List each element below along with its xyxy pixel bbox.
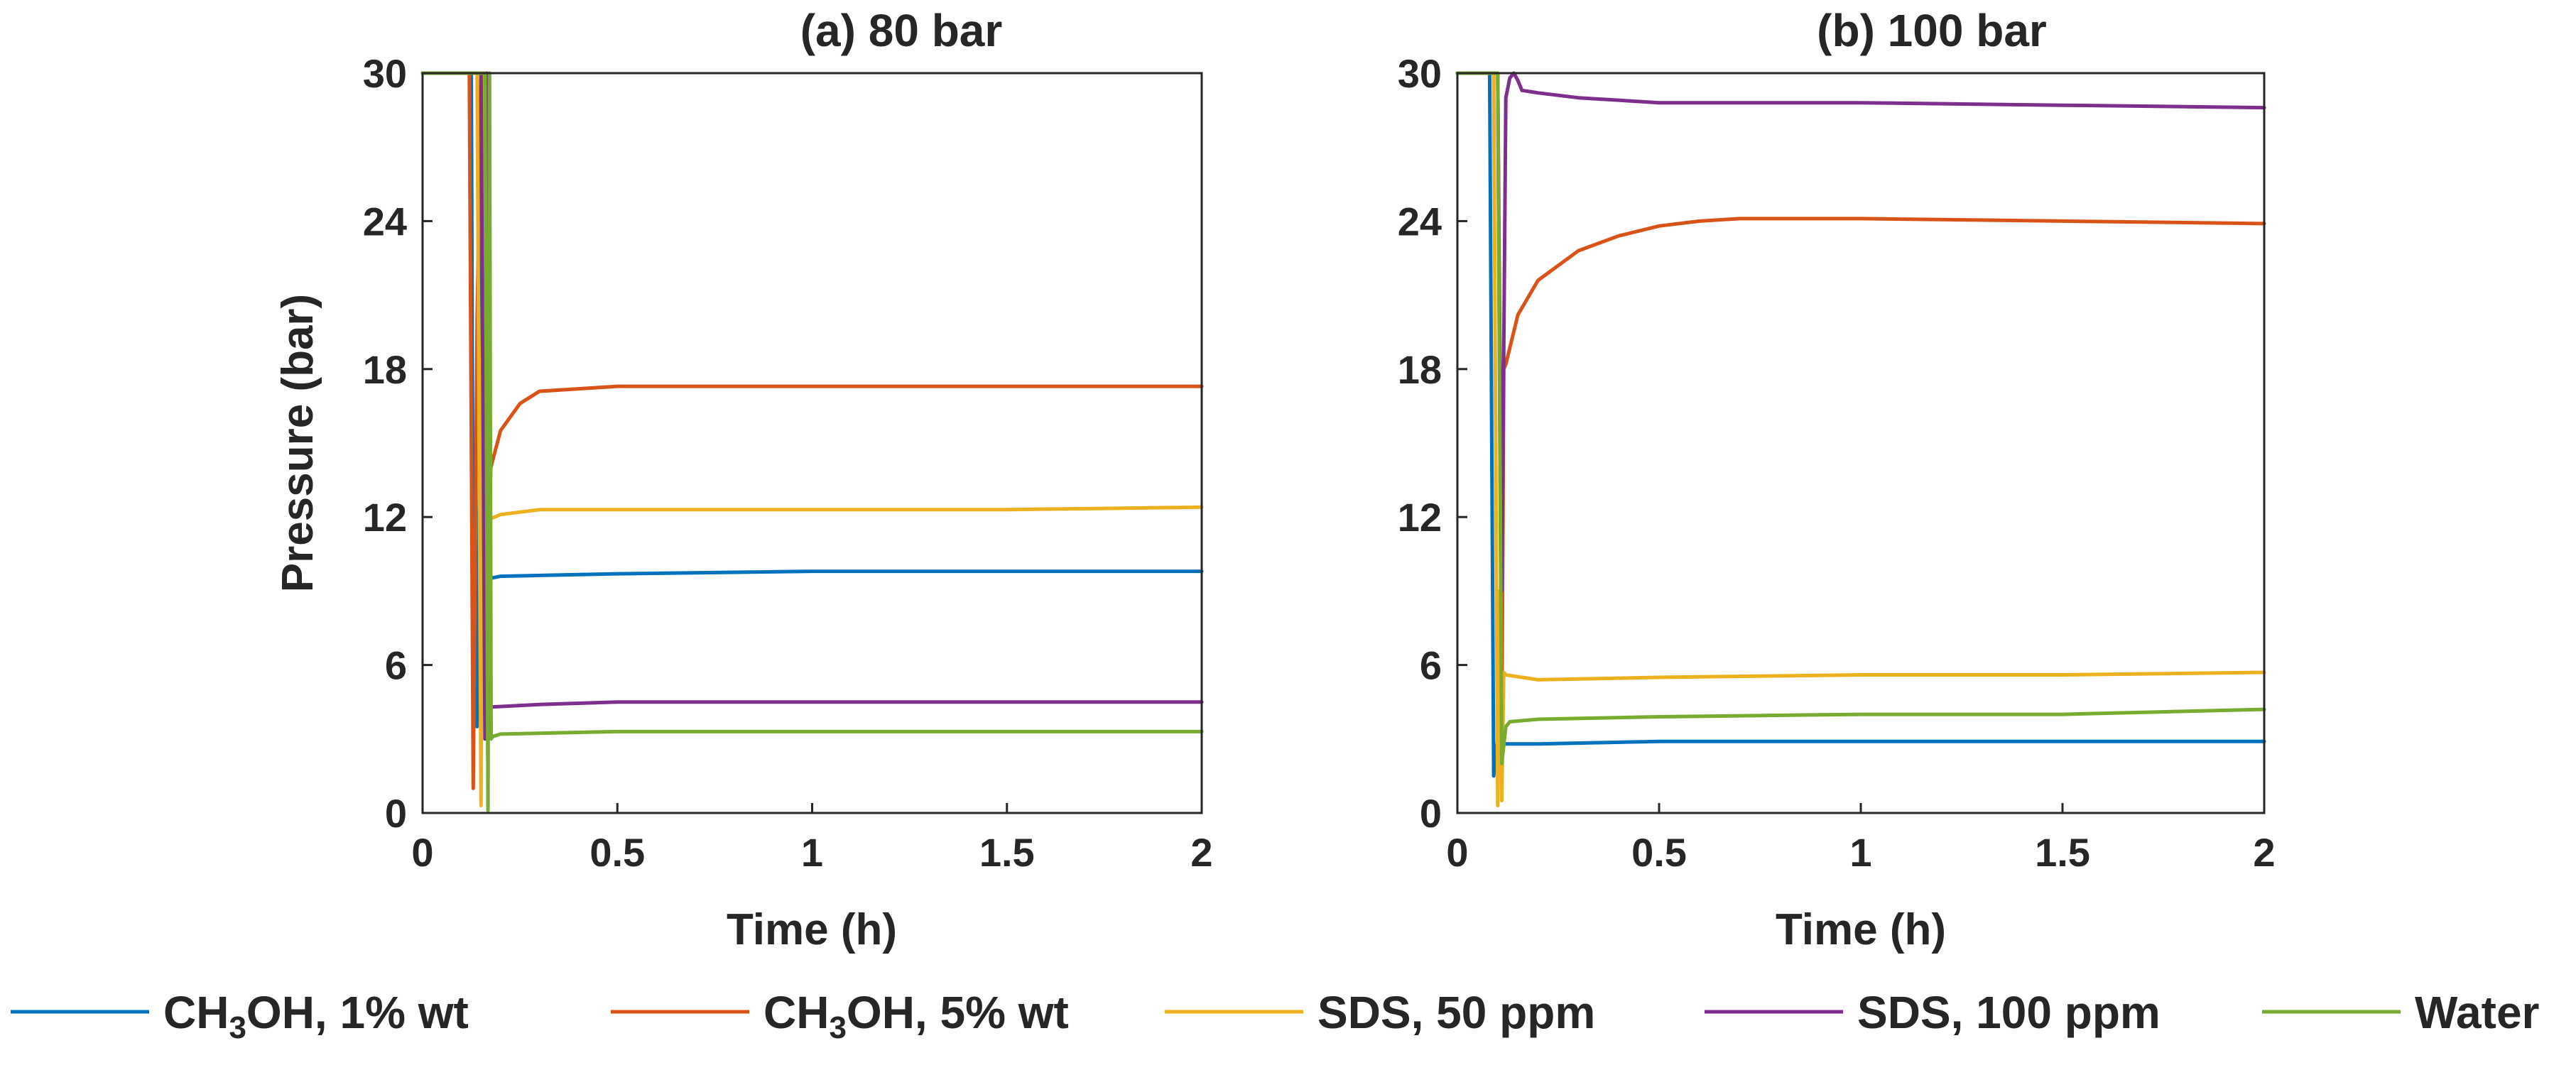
legend-item-sds-50ppm: SDS, 50 ppm (1165, 987, 1595, 1038)
series-line-water (420, 71, 1204, 812)
panel-b-x-axis-label: Time (h) (1776, 905, 1946, 954)
y-tick-label: 24 (363, 199, 407, 244)
x-tick-label: 0.5 (589, 830, 645, 875)
legend-item-ch3oh-1pct: CH3OH, 1% wt (11, 987, 469, 1045)
panel-b: (b) 100 bar 0 0.5 1 1.5 2 0 6 12 18 24 30 Time (h) (1398, 5, 2276, 954)
legend-label-main: SDS, 50 ppm (1317, 987, 1595, 1038)
x-tick-label: 1.5 (2035, 830, 2090, 875)
y-tick-label: 0 (1420, 791, 1442, 836)
svg-text:CH3OH, 1% wt: CH3OH, 1% wt (163, 987, 469, 1045)
svg-text:SDS, 50 ppm: SDS, 50 ppm (1317, 987, 1595, 1038)
series-line-sds-100-ppm (420, 71, 1204, 741)
panel-a-y-axis-label: Pressure (bar) (273, 294, 322, 592)
legend-label-main: Water (2415, 987, 2539, 1038)
panel-b-title: (b) 100 bar (1817, 5, 2047, 56)
panel-b-ticks: 0 0.5 1 1.5 2 0 6 12 18 24 30 (1398, 51, 2276, 875)
y-tick-label: 12 (1398, 495, 1442, 540)
series-line-ch3oh-1-wt (1455, 71, 2266, 778)
panel-b-axes-box (1456, 72, 2266, 814)
legend-label-main: SDS, 100 ppm (1857, 987, 2161, 1038)
series-line-sds-50-ppm (420, 71, 1204, 808)
panel-a-x-axis-label: Time (h) (727, 905, 897, 954)
y-tick-label: 24 (1398, 199, 1442, 244)
series-line-sds-100-ppm (1455, 71, 2266, 593)
x-tick-label: 2 (1190, 830, 1212, 875)
x-tick-label: 1 (1849, 830, 1871, 875)
y-tick-label: 30 (363, 51, 407, 96)
y-tick-label: 6 (385, 643, 407, 688)
x-tick-label: 1 (801, 830, 823, 875)
svg-text:Water: Water (2415, 987, 2539, 1038)
legend-item-water: Water (2262, 987, 2539, 1038)
panel-a-series (420, 71, 1204, 812)
x-tick-label: 2 (2253, 830, 2275, 875)
legend: CH3OH, 1% wt CH3OH, 5% wt SDS, 50 ppm SD… (11, 987, 2539, 1045)
x-tick-label: 0 (411, 830, 433, 875)
legend-label-rest: OH, 1% wt (246, 987, 469, 1038)
y-tick-label: 0 (385, 791, 407, 836)
panel-b-series (1455, 71, 2266, 808)
legend-label-rest: OH, 5% wt (847, 987, 1069, 1038)
series-line-water (1455, 71, 2266, 765)
legend-label-main: CH (763, 987, 829, 1038)
legend-label-subscript: 3 (229, 1010, 246, 1045)
svg-text:CH3OH, 5% wt: CH3OH, 5% wt (763, 987, 1069, 1045)
legend-label-subscript: 3 (829, 1010, 846, 1045)
panel-a-ticks: 0 0.5 1 1.5 2 0 6 12 18 24 30 (363, 51, 1213, 875)
panel-a-title: (a) 80 bar (800, 5, 1003, 56)
series-line-ch3oh-5-wt (420, 71, 1204, 790)
y-tick-label: 6 (1420, 643, 1442, 688)
x-tick-label: 1.5 (979, 830, 1035, 875)
x-tick-label: 0 (1446, 830, 1468, 875)
series-line-ch3oh-1-wt (420, 71, 1204, 728)
x-tick-label: 0.5 (1631, 830, 1687, 875)
y-tick-label: 18 (363, 347, 407, 392)
legend-item-ch3oh-5pct: CH3OH, 5% wt (611, 987, 1069, 1045)
series-line-sds-50-ppm (1455, 71, 2266, 808)
legend-label-main: CH (163, 987, 229, 1038)
legend-item-sds-100ppm: SDS, 100 ppm (1705, 987, 2161, 1038)
series-line-ch3oh-5-wt (1455, 71, 2266, 741)
y-tick-label: 18 (1398, 347, 1442, 392)
y-tick-label: 30 (1398, 51, 1442, 96)
y-tick-label: 12 (363, 495, 407, 540)
svg-text:SDS, 100 ppm: SDS, 100 ppm (1857, 987, 2161, 1038)
